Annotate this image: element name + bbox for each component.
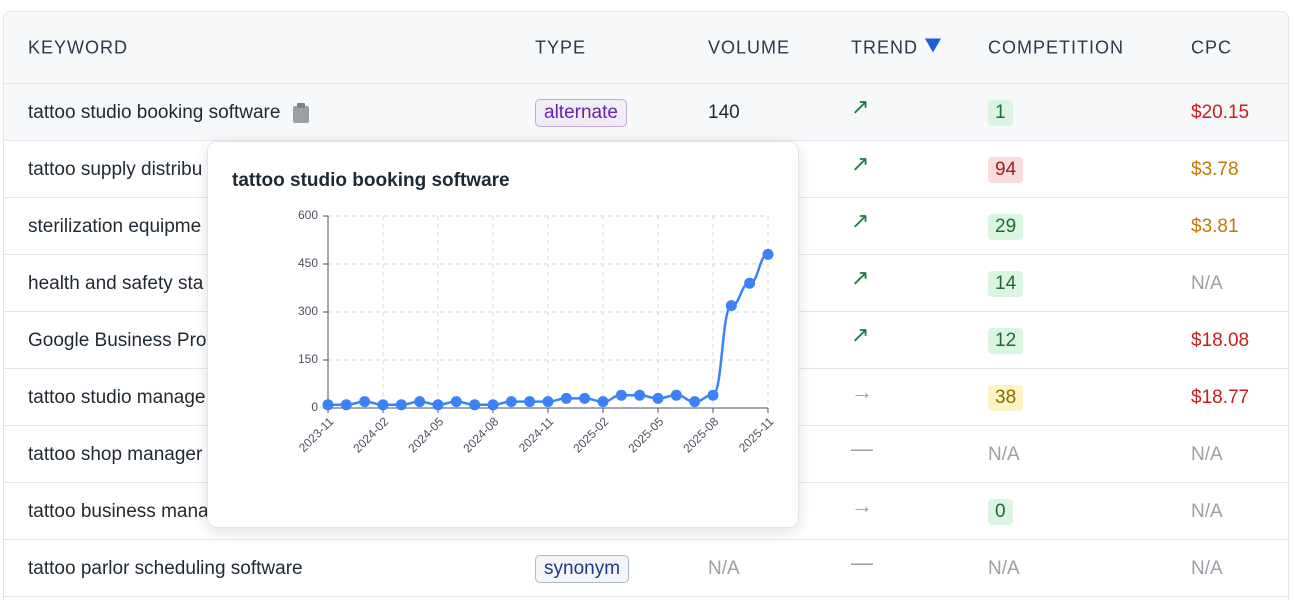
keyword: tattoo shop manager <box>28 444 203 465</box>
data-point <box>744 277 756 289</box>
competition-badge: 0 <box>988 499 1013 525</box>
data-point <box>432 399 444 411</box>
trend-chart: tattoo studio booking software 0 150 300 45… <box>232 170 777 455</box>
header-bg <box>4 12 1288 84</box>
competition-badge: 14 <box>988 271 1024 297</box>
y-tick-label: 600 <box>298 208 318 222</box>
keyword: health and safety sta <box>28 273 204 294</box>
volume: N/A <box>708 558 740 579</box>
data-point <box>597 396 609 408</box>
data-point <box>450 396 462 408</box>
cpc: $3.81 <box>1191 216 1239 237</box>
type-badge: alternate <box>535 99 627 127</box>
type-badge: synonym <box>535 555 630 583</box>
chart-title: tattoo studio booking software <box>232 170 510 191</box>
x-tick-label: 2024-11 <box>516 414 557 455</box>
keyword: tattoo studio booking software <box>28 102 310 124</box>
cpc: N/A <box>1191 558 1223 579</box>
keyword: sterilization equipme <box>28 216 202 237</box>
x-tick-label: 2025-08 <box>680 414 721 455</box>
x-tick-label: 2024-02 <box>350 414 391 455</box>
x-tick-label: 2025-02 <box>570 414 611 455</box>
data-point <box>395 399 407 411</box>
competition-badge: 38 <box>988 385 1024 411</box>
cpc: N/A <box>1191 444 1223 465</box>
clipboard <box>293 105 310 123</box>
trend: ↗ <box>851 265 870 290</box>
y-tick-label: 300 <box>298 304 318 318</box>
data-point <box>359 396 371 408</box>
table-row[interactable] <box>4 84 1288 141</box>
data-point <box>469 399 481 411</box>
x-tick-label: 2025-05 <box>625 414 666 455</box>
trend: → <box>851 493 873 518</box>
column-header: VOLUME <box>708 37 791 58</box>
column-header: TYPE <box>535 37 587 58</box>
data-point <box>560 392 572 404</box>
column-header: KEYWORD <box>28 37 129 58</box>
column-header: CPC <box>1191 37 1233 58</box>
keyword: tattoo studio manage <box>28 387 206 408</box>
competition-badge: 1 <box>988 100 1013 126</box>
data-point <box>340 399 352 411</box>
data-point <box>615 389 627 401</box>
competition-badge: 94 <box>988 157 1024 183</box>
x-tick-label: 2023-11 <box>296 414 337 455</box>
cpc: $18.08 <box>1191 330 1250 351</box>
cpc: N/A <box>1191 501 1223 522</box>
data-point <box>634 389 646 401</box>
y-tick-label: 150 <box>298 352 318 366</box>
trend: ↗ <box>851 94 870 119</box>
data-point <box>652 392 664 404</box>
x-tick-label: 2024-08 <box>460 414 501 455</box>
data-point <box>725 300 737 312</box>
data-point <box>377 399 389 411</box>
data-point <box>487 399 499 411</box>
competition-badge: 29 <box>988 214 1024 240</box>
cpc: N/A <box>1191 273 1223 294</box>
sort-triangle <box>925 38 941 53</box>
data-point <box>579 392 591 404</box>
trend: — <box>851 550 873 575</box>
trend: ↗ <box>851 151 870 176</box>
y-tick-label: 450 <box>298 256 318 270</box>
keyword: tattoo supply distribu <box>28 159 203 180</box>
cpc: $3.78 <box>1191 159 1239 180</box>
x-tick-label: 2024-05 <box>405 414 446 455</box>
data-point <box>414 396 426 408</box>
data-point <box>670 389 682 401</box>
data-point <box>505 396 517 408</box>
trend: ↗ <box>851 322 870 347</box>
data-point <box>689 396 701 408</box>
keyword: Google Business Prof <box>28 330 212 351</box>
keyword: tattoo business mana <box>28 501 209 522</box>
trend: — <box>851 436 873 461</box>
cpc: $18.77 <box>1191 387 1250 408</box>
y-tick-label: 0 <box>311 400 318 414</box>
data-point <box>542 396 554 408</box>
column-header: COMPETITION <box>988 37 1124 58</box>
data-point <box>524 396 536 408</box>
copy-icon[interactable] <box>292 102 310 123</box>
trend: → <box>851 379 873 404</box>
competition: N/A <box>988 558 1020 579</box>
data-point <box>322 399 334 411</box>
competition-badge: 12 <box>988 328 1024 354</box>
keyword: tattoo parlor scheduling software <box>28 558 303 579</box>
trend: ↗ <box>851 208 870 233</box>
competition: N/A <box>988 444 1020 465</box>
clip <box>297 102 306 108</box>
column-header[interactable]: TREND <box>851 38 942 59</box>
cpc: $20.15 <box>1191 102 1250 123</box>
table-row[interactable] <box>4 540 1288 597</box>
data-point <box>762 248 774 260</box>
data-point <box>707 389 719 401</box>
trend-popup: tattoo studio booking software 0 150 300 45… <box>207 141 799 528</box>
sort-icon[interactable] <box>924 38 942 54</box>
x-tick-label: 2025-11 <box>736 414 777 455</box>
volume: 140 <box>708 102 740 123</box>
